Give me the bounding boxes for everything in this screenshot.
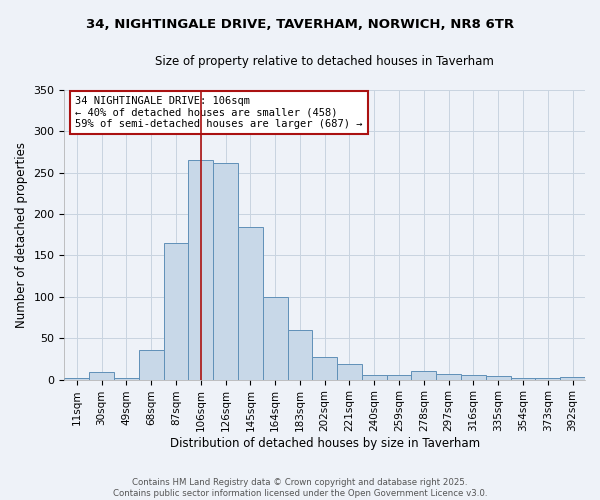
Bar — [535, 378, 560, 380]
Bar — [238, 226, 263, 380]
Bar — [213, 163, 238, 380]
Y-axis label: Number of detached properties: Number of detached properties — [15, 142, 28, 328]
Bar — [461, 374, 486, 380]
Bar — [164, 243, 188, 380]
Bar — [114, 378, 139, 380]
Text: Contains HM Land Registry data © Crown copyright and database right 2025.
Contai: Contains HM Land Registry data © Crown c… — [113, 478, 487, 498]
Text: 34, NIGHTINGALE DRIVE, TAVERHAM, NORWICH, NR8 6TR: 34, NIGHTINGALE DRIVE, TAVERHAM, NORWICH… — [86, 18, 514, 30]
Bar — [337, 364, 362, 380]
Bar — [386, 376, 412, 380]
Bar — [263, 297, 287, 380]
Bar — [486, 376, 511, 380]
Bar — [560, 377, 585, 380]
Bar — [139, 350, 164, 380]
Bar — [287, 330, 313, 380]
Bar — [188, 160, 213, 380]
Bar — [436, 374, 461, 380]
Bar — [362, 376, 386, 380]
Bar — [412, 372, 436, 380]
Bar — [511, 378, 535, 380]
Bar — [64, 378, 89, 380]
Bar — [313, 358, 337, 380]
Title: Size of property relative to detached houses in Taverham: Size of property relative to detached ho… — [155, 55, 494, 68]
Text: 34 NIGHTINGALE DRIVE: 106sqm
← 40% of detached houses are smaller (458)
59% of s: 34 NIGHTINGALE DRIVE: 106sqm ← 40% of de… — [75, 96, 362, 129]
X-axis label: Distribution of detached houses by size in Taverham: Distribution of detached houses by size … — [170, 437, 480, 450]
Bar — [89, 372, 114, 380]
